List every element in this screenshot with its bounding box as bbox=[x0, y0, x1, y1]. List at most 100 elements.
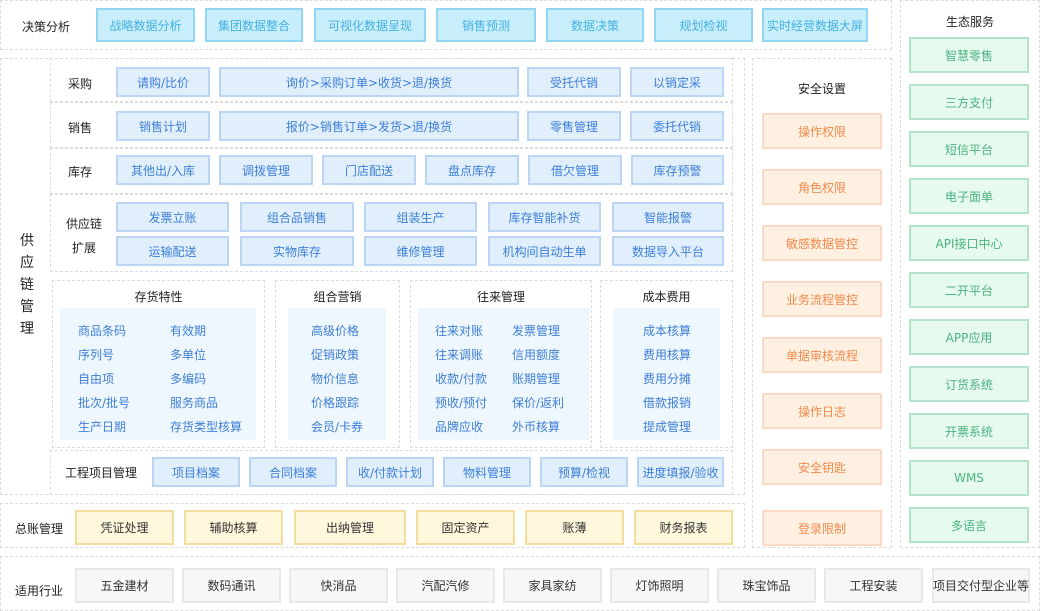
feature-item[interactable]: 自由项 bbox=[78, 372, 115, 386]
security-button[interactable]: 业务流程管控 bbox=[762, 281, 882, 317]
extension-button[interactable]: 组合品销售 bbox=[240, 202, 354, 232]
security-button[interactable]: 操作权限 bbox=[762, 113, 882, 149]
feature-item[interactable]: 外币核算 bbox=[512, 420, 561, 434]
security-button[interactable]: 单据审核流程 bbox=[762, 337, 882, 373]
feature-item[interactable]: 价格跟踪 bbox=[311, 396, 360, 410]
feature-item[interactable]: 存货类型核算 bbox=[170, 420, 243, 434]
inventory-button[interactable]: 门店配送 bbox=[322, 155, 416, 185]
ecosystem-button[interactable]: 短信平台 bbox=[909, 131, 1029, 167]
project-button[interactable]: 预算/检视 bbox=[540, 457, 628, 487]
ecosystem-button[interactable]: 三方支付 bbox=[909, 84, 1029, 120]
feature-item[interactable]: 往来调账 bbox=[435, 348, 484, 362]
ecosystem-button[interactable]: 开票系统 bbox=[909, 413, 1029, 449]
ecosystem-button[interactable]: WMS bbox=[909, 460, 1029, 496]
feature-item[interactable]: 生产日期 bbox=[78, 420, 127, 434]
extension-button[interactable]: 发票立账 bbox=[116, 202, 229, 232]
extension-button[interactable]: 维修管理 bbox=[364, 236, 477, 266]
ecosystem-button[interactable]: 多语言 bbox=[909, 507, 1029, 543]
extension-button[interactable]: 库存智能补货 bbox=[488, 202, 601, 232]
feature-item[interactable]: 促销政策 bbox=[311, 348, 360, 362]
ecosystem-button[interactable]: 智慧零售 bbox=[909, 37, 1029, 73]
sales-button[interactable]: 委托代销 bbox=[630, 111, 724, 141]
feature-item[interactable]: 信用额度 bbox=[512, 348, 561, 362]
sales-button[interactable]: 零售管理 bbox=[527, 111, 621, 141]
project-button[interactable]: 合同档案 bbox=[249, 457, 337, 487]
project-button[interactable]: 物料管理 bbox=[443, 457, 531, 487]
feature-item[interactable]: 借款报销 bbox=[643, 396, 692, 410]
feature-item[interactable]: 发票管理 bbox=[512, 324, 561, 338]
industry-button[interactable]: 五金建材 bbox=[75, 568, 174, 603]
inventory-button[interactable]: 盘点库存 bbox=[425, 155, 519, 185]
ecosystem-button[interactable]: 二开平台 bbox=[909, 272, 1029, 308]
extension-button[interactable]: 实物库存 bbox=[240, 236, 354, 266]
industry-button[interactable]: 项目交付型企业等 bbox=[932, 568, 1030, 603]
feature-item[interactable]: 品牌应收 bbox=[435, 420, 484, 434]
inventory-button[interactable]: 借欠管理 bbox=[528, 155, 622, 185]
industry-button[interactable]: 快消品 bbox=[289, 568, 388, 603]
feature-item[interactable]: 高级价格 bbox=[311, 324, 360, 338]
feature-item[interactable]: 物价信息 bbox=[311, 372, 360, 386]
decision-button[interactable]: 战略数据分析 bbox=[96, 8, 195, 42]
decision-button[interactable]: 集团数据整合 bbox=[205, 8, 303, 42]
extension-button[interactable]: 组装生产 bbox=[364, 202, 477, 232]
extension-button[interactable]: 机构间自动生单 bbox=[488, 236, 601, 266]
security-button[interactable]: 敏感数据管控 bbox=[762, 225, 882, 261]
sales-button[interactable]: 报价>销售订单>发货>退/换货 bbox=[219, 111, 519, 141]
ecosystem-button[interactable]: 电子面单 bbox=[909, 178, 1029, 214]
feature-item[interactable]: 账期管理 bbox=[512, 372, 561, 386]
industry-button[interactable]: 珠宝饰品 bbox=[717, 568, 816, 603]
industry-button[interactable]: 工程安装 bbox=[824, 568, 923, 603]
industry-button[interactable]: 汽配汽修 bbox=[396, 568, 495, 603]
feature-item[interactable]: 费用核算 bbox=[643, 348, 692, 362]
decision-button[interactable]: 可视化数据呈现 bbox=[314, 8, 426, 42]
decision-button[interactable]: 数据决策 bbox=[546, 8, 644, 42]
feature-item[interactable]: 提成管理 bbox=[643, 420, 692, 434]
industry-button[interactable]: 家具家纺 bbox=[503, 568, 602, 603]
feature-item[interactable]: 收款/付款 bbox=[435, 372, 488, 386]
feature-item[interactable]: 费用分摊 bbox=[643, 372, 692, 386]
project-button[interactable]: 收/付款计划 bbox=[346, 457, 434, 487]
ecosystem-button[interactable]: API接口中心 bbox=[909, 225, 1029, 261]
purchase-button[interactable]: 请购/比价 bbox=[116, 67, 210, 97]
security-button[interactable]: 登录限制 bbox=[762, 510, 882, 546]
project-button[interactable]: 项目档案 bbox=[152, 457, 240, 487]
feature-item[interactable]: 保价/返利 bbox=[512, 396, 565, 410]
purchase-button[interactable]: 受托代销 bbox=[527, 67, 621, 97]
ledger-button[interactable]: 出纳管理 bbox=[294, 510, 406, 545]
feature-item[interactable]: 批次/批号 bbox=[78, 396, 131, 410]
security-button[interactable]: 操作日志 bbox=[762, 393, 882, 429]
feature-item[interactable]: 成本核算 bbox=[643, 324, 692, 338]
project-button[interactable]: 进度填报/验收 bbox=[637, 457, 724, 487]
feature-item[interactable]: 序列号 bbox=[78, 348, 115, 362]
feature-item[interactable]: 服务商品 bbox=[170, 396, 219, 410]
ecosystem-button[interactable]: APP应用 bbox=[909, 319, 1029, 355]
inventory-button[interactable]: 其他出/入库 bbox=[116, 155, 210, 185]
feature-item[interactable]: 多编码 bbox=[170, 372, 207, 386]
decision-button[interactable]: 销售预测 bbox=[436, 8, 536, 42]
extension-button[interactable]: 数据导入平台 bbox=[612, 236, 724, 266]
ledger-button[interactable]: 凭证处理 bbox=[75, 510, 174, 545]
ledger-button[interactable]: 辅助核算 bbox=[184, 510, 283, 545]
ledger-button[interactable]: 账薄 bbox=[525, 510, 624, 545]
sales-button[interactable]: 销售计划 bbox=[116, 111, 210, 141]
decision-button[interactable]: 实时经营数据大屏 bbox=[762, 8, 868, 42]
purchase-button[interactable]: 以销定采 bbox=[630, 67, 724, 97]
feature-item[interactable]: 商品条码 bbox=[78, 324, 127, 338]
feature-item[interactable]: 有效期 bbox=[170, 324, 207, 338]
feature-item[interactable]: 预收/预付 bbox=[435, 396, 488, 410]
feature-item[interactable]: 会员/卡券 bbox=[311, 420, 364, 434]
security-button[interactable]: 安全钥匙 bbox=[762, 449, 882, 485]
ecosystem-button[interactable]: 订货系统 bbox=[909, 366, 1029, 402]
feature-item[interactable]: 往来对账 bbox=[435, 324, 484, 338]
inventory-button[interactable]: 调拨管理 bbox=[219, 155, 313, 185]
feature-item[interactable]: 多单位 bbox=[170, 348, 207, 362]
purchase-button[interactable]: 询价>采购订单>收货>退/换货 bbox=[219, 67, 519, 97]
industry-button[interactable]: 数码通讯 bbox=[182, 568, 281, 603]
ledger-button[interactable]: 财务报表 bbox=[634, 510, 733, 545]
inventory-button[interactable]: 库存预警 bbox=[631, 155, 724, 185]
security-button[interactable]: 角色权限 bbox=[762, 169, 882, 205]
extension-button[interactable]: 智能报警 bbox=[612, 202, 724, 232]
decision-button[interactable]: 规划检视 bbox=[654, 8, 753, 42]
extension-button[interactable]: 运输配送 bbox=[116, 236, 229, 266]
ledger-button[interactable]: 固定资产 bbox=[416, 510, 515, 545]
